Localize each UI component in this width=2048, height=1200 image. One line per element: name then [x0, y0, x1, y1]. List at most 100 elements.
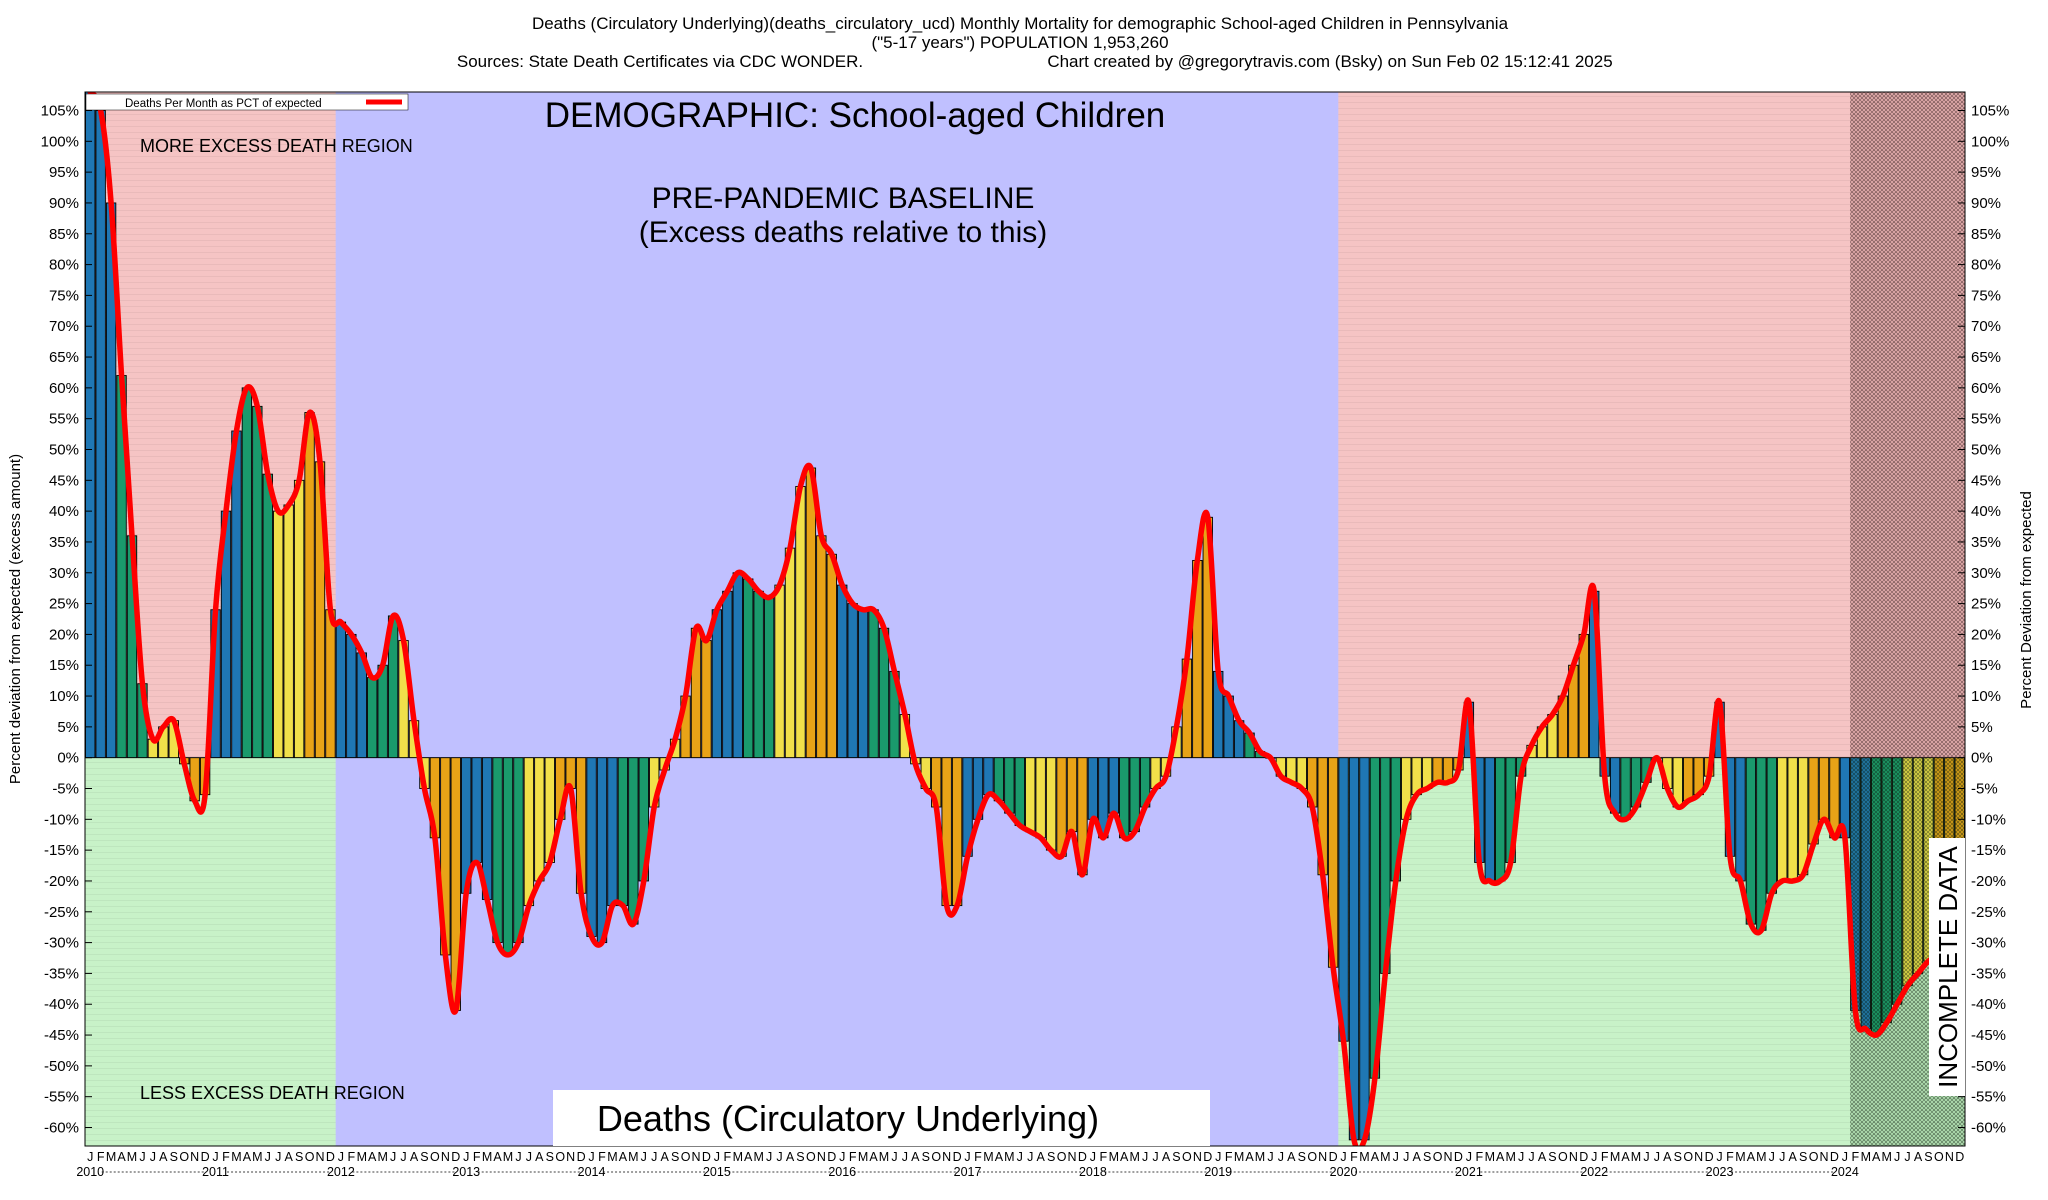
y-tick-label-right: 85%	[1971, 226, 2001, 243]
x-month-label: J	[1643, 1150, 1649, 1164]
x-month-label: F	[849, 1150, 857, 1164]
y-tick-label-right: -50%	[1971, 1058, 2006, 1075]
bar	[1045, 757, 1057, 851]
bar	[816, 535, 827, 759]
x-month-label: J	[150, 1150, 156, 1164]
bar	[1025, 757, 1036, 833]
x-month-label: J	[1779, 1150, 1785, 1164]
bar	[273, 510, 284, 759]
x-month-label: M	[1359, 1150, 1369, 1164]
x-month-label: J	[1403, 1150, 1409, 1164]
y-tick-label: 60%	[49, 380, 79, 397]
x-year-label: 2022	[1580, 1165, 1608, 1179]
x-month-label: A	[660, 1150, 669, 1164]
bar	[492, 757, 503, 944]
x-month-label: M	[983, 1150, 993, 1164]
bar	[283, 504, 294, 759]
y-tick-label: -25%	[44, 904, 79, 921]
x-month-label: M	[607, 1150, 617, 1164]
chart-title-line1: Deaths (Circulatory Underlying)(deaths_c…	[532, 14, 1509, 33]
y-tick-label: -55%	[44, 1089, 79, 1106]
legend-label: Deaths Per Month as PCT of expected	[125, 98, 322, 110]
x-month-label: F	[1350, 1150, 1358, 1164]
bar	[628, 757, 639, 925]
bar	[784, 547, 796, 759]
x-year-label: 2019	[1204, 1165, 1232, 1179]
x-month-label: S	[170, 1150, 178, 1164]
x-month-label: J	[1528, 1150, 1534, 1164]
legend-box	[85, 93, 409, 111]
bar	[335, 621, 347, 759]
x-month-label: S	[1674, 1150, 1682, 1164]
y-tick-label: 15%	[49, 657, 79, 674]
y-tick-label-right: -5%	[1971, 781, 1998, 798]
bar	[377, 664, 388, 759]
y-tick-label-right: 65%	[1971, 349, 2001, 366]
x-month-label: M	[1255, 1150, 1265, 1164]
x-month-label: J	[766, 1150, 772, 1164]
x-month-label: A	[284, 1150, 293, 1164]
x-month-label: D	[577, 1150, 586, 1164]
x-month-label: N	[817, 1150, 826, 1164]
bar	[1620, 757, 1631, 820]
x-month-label: J	[902, 1150, 908, 1164]
x-month-label: A	[786, 1150, 795, 1164]
y-tick-label: 85%	[49, 226, 79, 243]
y-tick-label-right: -15%	[1971, 842, 2006, 859]
x-month-label: N	[1443, 1150, 1452, 1164]
x-month-label: D	[201, 1150, 210, 1164]
x-month-label: S	[1298, 1150, 1306, 1164]
x-month-label: J	[1591, 1150, 1597, 1164]
x-year-label: 2024	[1831, 1165, 1859, 1179]
bar	[1818, 757, 1830, 820]
x-month-label: A	[1162, 1150, 1171, 1164]
x-month-label: J	[1215, 1150, 1221, 1164]
incomplete-label-box	[1929, 838, 1965, 1096]
bar	[1108, 757, 1119, 814]
bar	[1348, 757, 1360, 1141]
x-month-label: F	[1100, 1150, 1108, 1164]
bar	[471, 757, 482, 863]
x-month-label: S	[1172, 1150, 1180, 1164]
x-month-label: S	[546, 1150, 554, 1164]
x-month-label: N	[1819, 1150, 1828, 1164]
x-month-label: N	[190, 1150, 199, 1164]
x-month-label: M	[1505, 1150, 1515, 1164]
y-tick-label-right: 105%	[1971, 102, 2009, 119]
x-month-label: J	[1654, 1150, 1660, 1164]
x-month-label: F	[1726, 1150, 1734, 1164]
x-month-label: J	[400, 1150, 406, 1164]
bar	[325, 609, 336, 759]
x-month-label: O	[806, 1150, 816, 1164]
x-month-label: S	[1047, 1150, 1055, 1164]
y-tick-label: -40%	[44, 996, 79, 1013]
x-month-label: M	[127, 1150, 137, 1164]
baseline-sublabel: (Excess deaths relative to this)	[639, 216, 1048, 249]
bar	[367, 677, 378, 759]
y-tick-label-right: -35%	[1971, 965, 2006, 982]
y-tick-label: -20%	[44, 873, 79, 890]
x-month-label: J	[1278, 1150, 1284, 1164]
x-year-label: 2012	[327, 1165, 355, 1179]
bar	[596, 757, 608, 944]
y-tick-label-right: -55%	[1971, 1089, 2006, 1106]
y-tick-label: -60%	[44, 1120, 79, 1137]
y-tick-label-right: -30%	[1971, 935, 2006, 952]
x-month-label: S	[1423, 1150, 1431, 1164]
bar	[346, 633, 357, 759]
background-regions	[85, 92, 1965, 1146]
bar	[252, 405, 263, 759]
x-month-label: O	[179, 1150, 189, 1164]
y-tick-label: -15%	[44, 842, 79, 859]
x-month-label: F	[97, 1150, 105, 1164]
x-month-label: M	[252, 1150, 262, 1164]
x-month-label: M	[1861, 1150, 1871, 1164]
x-month-label: D	[1830, 1150, 1839, 1164]
x-month-label: O	[305, 1150, 315, 1164]
x-month-label: J	[1904, 1150, 1910, 1164]
bar	[262, 473, 273, 759]
x-year-label: 2018	[1079, 1165, 1107, 1179]
x-month-label: M	[1004, 1150, 1014, 1164]
incomplete-label: INCOMPLETE DATA	[1933, 845, 1963, 1087]
